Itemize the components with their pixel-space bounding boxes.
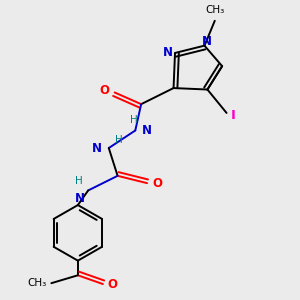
Text: N: N <box>92 142 102 154</box>
Text: H: H <box>75 176 83 186</box>
Text: N: N <box>202 35 212 48</box>
Text: N: N <box>163 46 173 59</box>
Text: O: O <box>99 85 110 98</box>
Text: H: H <box>130 115 138 125</box>
Text: N: N <box>75 192 85 205</box>
Text: I: I <box>231 110 236 122</box>
Text: O: O <box>108 278 118 291</box>
Text: H: H <box>115 134 123 145</box>
Text: O: O <box>152 177 162 190</box>
Text: CH₃: CH₃ <box>28 278 47 288</box>
Text: CH₃: CH₃ <box>205 5 224 15</box>
Text: N: N <box>142 124 152 137</box>
